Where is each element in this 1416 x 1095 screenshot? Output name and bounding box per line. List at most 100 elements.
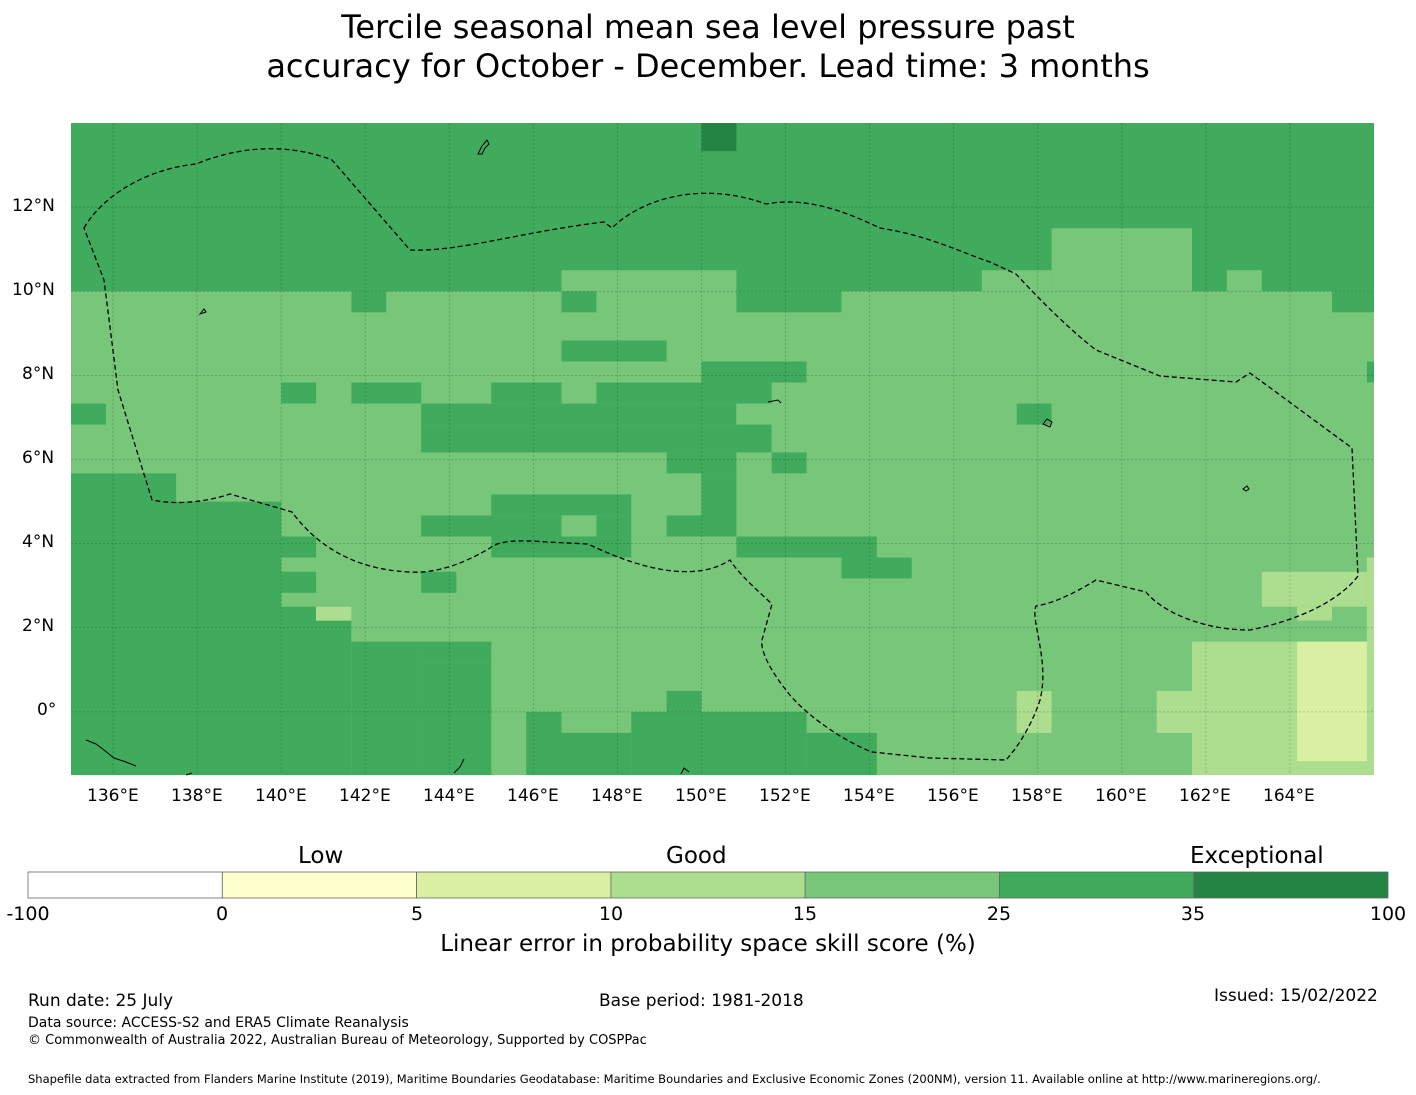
skill-cell-19 bbox=[421, 403, 737, 425]
skill-cell-44 bbox=[561, 732, 632, 775]
issued-date: Issued: 15/02/2022 bbox=[1214, 986, 1378, 1006]
colorbar-swatch-5 bbox=[999, 871, 1195, 899]
skill-cell-21 bbox=[421, 424, 772, 453]
skill-cell-3 bbox=[981, 270, 1052, 313]
colorbar-tick-100: 100 bbox=[1369, 903, 1407, 925]
skill-cell-53 bbox=[1016, 690, 1052, 733]
skill-cell-48 bbox=[1261, 571, 1367, 607]
island-pohnpei-atoll bbox=[767, 399, 782, 404]
lat-label-6n: 6°N bbox=[22, 448, 55, 468]
category-exceptional: Exceptional bbox=[1190, 843, 1324, 869]
skill-cell-41 bbox=[701, 473, 737, 516]
skill-cell-6 bbox=[1226, 270, 1262, 292]
title-line-2: accuracy for October - December. Lead ti… bbox=[266, 47, 1150, 85]
colorbar-swatch-4 bbox=[804, 871, 1000, 899]
skill-cell-23 bbox=[771, 452, 807, 474]
skill-cell-34 bbox=[491, 494, 632, 516]
skill-cell-39 bbox=[736, 536, 877, 558]
skill-cell-35 bbox=[421, 515, 562, 537]
skill-cell-30 bbox=[351, 641, 422, 775]
colorbar-swatch-6 bbox=[1193, 871, 1389, 899]
colorbar-swatch-1 bbox=[221, 871, 418, 899]
lon-label-136: 136°E bbox=[87, 786, 139, 806]
skill-cell-38 bbox=[491, 536, 632, 558]
skill-cell-12 bbox=[701, 361, 807, 383]
lon-label-138: 138°E bbox=[171, 786, 223, 806]
skill-cell-31 bbox=[421, 662, 492, 775]
skill-cell-28 bbox=[281, 571, 317, 593]
skill-cell-40 bbox=[841, 557, 912, 579]
island-manus bbox=[680, 767, 690, 775]
skill-cell-22 bbox=[666, 452, 737, 474]
colorbar-swatch-2 bbox=[416, 871, 612, 899]
lon-label-152: 152°E bbox=[759, 786, 811, 806]
colorbar-tick-35: 35 bbox=[1180, 903, 1206, 925]
skill-cell-43 bbox=[526, 711, 562, 775]
lat-label-10n: 10°N bbox=[12, 280, 55, 300]
lon-label-142: 142°E bbox=[339, 786, 391, 806]
skill-cell-18 bbox=[71, 403, 106, 425]
colorbar-tick-5: 5 bbox=[410, 903, 424, 925]
island-new-guinea-coast bbox=[85, 739, 137, 767]
colorbar-label: Linear error in probability space skill … bbox=[440, 931, 976, 957]
lon-label-160: 160°E bbox=[1095, 786, 1147, 806]
lon-label-162: 162°E bbox=[1179, 786, 1231, 806]
skill-cell-29 bbox=[316, 620, 352, 775]
skill-grid bbox=[71, 123, 1374, 775]
skill-cell-1 bbox=[701, 123, 737, 152]
colorbar-swatch-0 bbox=[27, 871, 223, 899]
graticule bbox=[71, 123, 1374, 775]
skill-cell-14 bbox=[281, 382, 317, 404]
skill-cell-42 bbox=[666, 690, 702, 712]
shapefile-credit: Shapefile data extracted from Flanders M… bbox=[28, 1072, 1321, 1086]
colorbar-swatch-3 bbox=[610, 871, 806, 899]
skill-cell-20 bbox=[1016, 403, 1052, 425]
lat-label-2n: 2°N bbox=[22, 616, 55, 636]
category-good: Good bbox=[666, 843, 727, 869]
lon-label-156: 156°E bbox=[927, 786, 979, 806]
colorbar-tick-neg100: -100 bbox=[6, 903, 50, 925]
lon-label-154: 154°E bbox=[843, 786, 895, 806]
coastlines bbox=[85, 139, 1250, 776]
skill-cell-11 bbox=[561, 340, 667, 362]
skill-cell-47 bbox=[316, 606, 352, 621]
island-kosrae bbox=[1242, 485, 1250, 492]
skill-cell-27 bbox=[281, 536, 317, 558]
skill-cell-45 bbox=[631, 711, 807, 775]
colorbar-swatches bbox=[27, 871, 1389, 899]
copyright: © Commonwealth of Australia 2022, Austra… bbox=[28, 1033, 647, 1048]
skill-cell-15 bbox=[351, 382, 422, 404]
skill-cell-10 bbox=[1332, 291, 1374, 313]
skill-cell-17 bbox=[596, 382, 772, 404]
title-line-1: Tercile seasonal mean sea level pressure… bbox=[341, 8, 1075, 46]
skill-cell-33 bbox=[421, 571, 457, 593]
lon-label-164: 164°E bbox=[1263, 786, 1315, 806]
chart-title: Tercile seasonal mean sea level pressure… bbox=[0, 8, 1416, 86]
skill-cell-37 bbox=[666, 515, 737, 537]
lon-label-158: 158°E bbox=[1011, 786, 1063, 806]
lon-label-150: 150°E bbox=[675, 786, 727, 806]
data-source: Data source: ACCESS-S2 and ERA5 Climate … bbox=[28, 1015, 409, 1031]
skill-cell-16 bbox=[491, 382, 562, 404]
lon-label-140: 140°E bbox=[255, 786, 307, 806]
colorbar-tick-0: 0 bbox=[215, 903, 229, 925]
skill-cell-54 bbox=[1297, 641, 1367, 762]
skill-cell-26 bbox=[281, 606, 317, 775]
island-yap bbox=[198, 308, 207, 316]
run-date: Run date: 25 July bbox=[28, 991, 174, 1011]
island-small-1 bbox=[453, 758, 465, 774]
skill-cell-36 bbox=[596, 515, 632, 537]
colorbar-tick-25: 25 bbox=[986, 903, 1012, 925]
skill-cell-4 bbox=[841, 291, 982, 313]
skill-cell-32 bbox=[421, 641, 492, 663]
skill-cell-52 bbox=[1156, 690, 1192, 733]
skill-cell-5 bbox=[1051, 228, 1192, 292]
category-low: Low bbox=[298, 843, 344, 869]
island-chuuk bbox=[1042, 418, 1053, 428]
skill-cell-13 bbox=[1366, 361, 1374, 383]
skill-cell-9 bbox=[736, 291, 842, 313]
colorbar-tick-15: 15 bbox=[792, 903, 818, 925]
island-guam bbox=[477, 139, 490, 155]
lat-label-4n: 4°N bbox=[22, 532, 55, 552]
